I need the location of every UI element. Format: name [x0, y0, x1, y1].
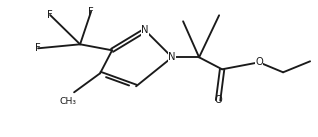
Text: N: N: [141, 25, 149, 35]
Text: F: F: [35, 43, 41, 53]
Text: CH₃: CH₃: [59, 97, 77, 106]
Text: N: N: [168, 52, 176, 62]
Text: O: O: [255, 57, 263, 67]
Text: O: O: [214, 95, 222, 105]
Text: F: F: [88, 6, 94, 16]
Text: F: F: [47, 10, 53, 20]
